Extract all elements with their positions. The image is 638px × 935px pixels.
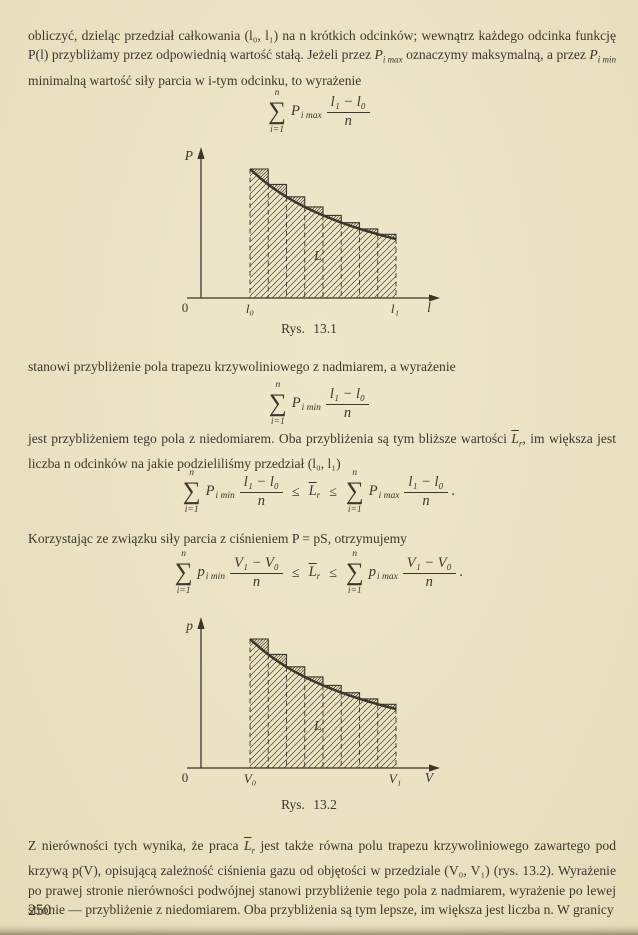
paragraph-conclusion: Z nierówności tych wynika, że praca Lr j… [28, 838, 616, 917]
y-axis-arrow [197, 147, 205, 159]
paragraph-text: Z nierówności tych wynika, że praca [28, 838, 244, 853]
symbol-p-i-max: P [374, 47, 383, 63]
sum-lower-limit: i=1 [270, 417, 285, 428]
figure-caption: Rys. 13.2 [281, 797, 337, 812]
area-label: L [313, 249, 322, 264]
work-symbol: L [511, 431, 519, 446]
fraction: V₁ − V₀ n [230, 555, 283, 590]
sigma-symbol: ∑ [345, 559, 364, 587]
sigma-symbol: ∑ [268, 390, 287, 418]
period: . [451, 483, 456, 500]
y-axis-label: p [185, 618, 193, 633]
figure-caption: Rys. 13.1 [281, 321, 337, 336]
paragraph-text: Korzystając ze związku siły parcia z ciś… [28, 531, 407, 546]
x-tick-l1: l₁ [391, 301, 399, 316]
fraction: l₁ − l₀ n [325, 386, 370, 421]
work-symbol: L [243, 838, 252, 853]
fraction: V₁ − V₀ n [402, 555, 456, 590]
page-number: 250 [28, 902, 52, 919]
x-axis-arrow [429, 294, 440, 302]
plot-p-vs-l: P 0 l₀ l₁ l L [182, 147, 440, 316]
paragraph-text: jest przybliżeniem tego pola z niedomiar… [28, 431, 512, 446]
paragraph-approximations: jest przybliżeniem tego pola z niedomiar… [28, 431, 616, 472]
paragraph-text: , im większa jest liczba n odcinków na j… [28, 431, 616, 472]
axes [187, 625, 431, 769]
leq-sign: ≤ [329, 484, 337, 500]
summation-operator: n ∑ i=1 [268, 88, 286, 136]
axes [187, 155, 431, 299]
sum-upper-limit: n [275, 380, 281, 390]
paragraph-text: jest także równa polu trapezu krzywolini… [28, 838, 616, 917]
sum-upper-limit: n [274, 88, 280, 98]
x-axis-label: l [427, 300, 431, 315]
summation-operator: n ∑ i=1 [345, 468, 364, 516]
summation-operator: n ∑ i=1 [182, 468, 201, 516]
summation-operator: n ∑ i=1 [174, 549, 193, 597]
x-tick-v1: V₁ [389, 771, 401, 786]
sigma-symbol: ∑ [182, 478, 201, 506]
paragraph-intro: obliczyć, dzieląc przedział całkowania (… [28, 28, 616, 88]
sigma-symbol: ∑ [174, 559, 193, 587]
leq-sign: ≤ [329, 565, 337, 581]
sigma-symbol: ∑ [345, 478, 364, 506]
area-label: L [313, 719, 322, 734]
strip-dividers [249, 169, 397, 298]
fraction-numerator: l₁ − l₀ [325, 386, 370, 405]
fraction-denominator: n [343, 404, 352, 421]
x-axis-arrow [429, 764, 440, 772]
pressure-curve [249, 168, 397, 241]
fraction: l₁ − l₀ n [404, 474, 448, 509]
summation-operator: n ∑ i=1 [269, 380, 287, 428]
paragraph-pressure-relation: Korzystając ze związku siły parcia z ciś… [28, 529, 616, 548]
figure-rys-13-2: p 0 V₀ V₁ V L Rys. 13.2 [148, 616, 470, 813]
x-tick-l0: l₀ [246, 301, 254, 316]
fraction-numerator: l₁ − l₀ [326, 94, 370, 113]
y-axis-arrow [197, 617, 205, 629]
leq-sign: ≤ [291, 565, 300, 581]
sigma-symbol: ∑ [268, 98, 286, 126]
paragraph-text: stanowi przybliżenie pola trapezu krzywo… [28, 359, 456, 374]
paragraph-text: minimalną wartość siły parcia w i-tym od… [28, 72, 362, 88]
origin-label: 0 [182, 300, 189, 315]
summation-operator: n ∑ i=1 [345, 549, 364, 597]
fraction: l₁ − l₀ n [239, 474, 283, 509]
pressure-curve [249, 638, 397, 711]
leq-sign: ≤ [291, 484, 300, 500]
sum-lower-limit: i=1 [270, 125, 284, 136]
symbol-p-i-min: P [589, 47, 598, 63]
period: . [459, 564, 464, 581]
plot-p-vs-v: p 0 V₀ V₁ V L [182, 617, 440, 786]
paragraph-text: obliczyć, dzieląc przedział całkowania (… [28, 28, 616, 63]
strip-dividers [249, 639, 397, 768]
origin-label: 0 [182, 770, 189, 785]
fraction: l₁ − l₀ n [326, 94, 370, 129]
x-tick-v0: V₀ [244, 771, 256, 786]
x-axis-label: V [425, 770, 435, 785]
paragraph-upper-sum: stanowi przybliżenie pola trapezu krzywo… [28, 357, 616, 376]
paragraph-text: oznaczymy maksymalną, a przez [402, 47, 590, 63]
figure-rys-13-1: P 0 l₀ l₁ l L Rys. 13.1 [148, 146, 470, 337]
fraction-denominator: n [344, 112, 352, 129]
y-axis-label: P [184, 148, 193, 163]
